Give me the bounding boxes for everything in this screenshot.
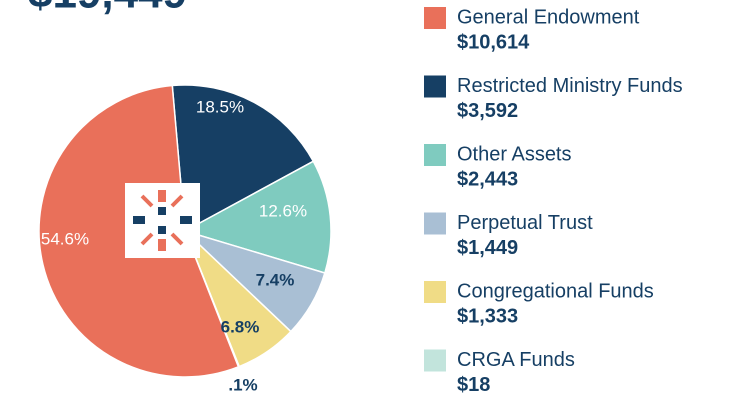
pie-slice [171,84,315,233]
pie: 18.5% 12.6% 7.4% 6.8% .1% 54.6% [38,84,332,394]
legend-swatch [424,75,446,98]
chart-title: $19,449 [28,0,187,18]
legend-swatch [424,144,446,166]
legend-value: $18 [457,374,490,396]
legend-label: Perpetual Trust [457,212,593,234]
legend-label: Congregational Funds [457,280,654,302]
legend-swatch [424,349,446,372]
percent-label: .1% [228,375,257,394]
legend-value: $2,443 [457,168,518,190]
legend-swatch [424,212,446,235]
percent-label: 54.6% [41,229,89,248]
legend-label: CRGA Funds [457,349,575,371]
legend-swatch [424,7,446,29]
percent-label: 18.5% [196,97,244,116]
logo [125,183,200,258]
percent-label: 12.6% [259,201,307,220]
legend-label: Other Assets [457,143,572,165]
legend-label: Restricted Ministry Funds [457,75,683,97]
legend-value: $10,614 [457,31,530,53]
legend-label: General Endowment [457,6,640,28]
legend-value: $3,592 [457,100,518,122]
percent-label: 6.8% [221,317,260,336]
legend-value: $1,333 [457,305,518,327]
legend-value: $1,449 [457,237,518,259]
pie-slice [183,160,332,274]
legend-swatch [424,281,446,303]
percent-label: 7.4% [256,270,295,289]
legend: General Endowment $10,614 Restricted Minis… [424,6,683,396]
